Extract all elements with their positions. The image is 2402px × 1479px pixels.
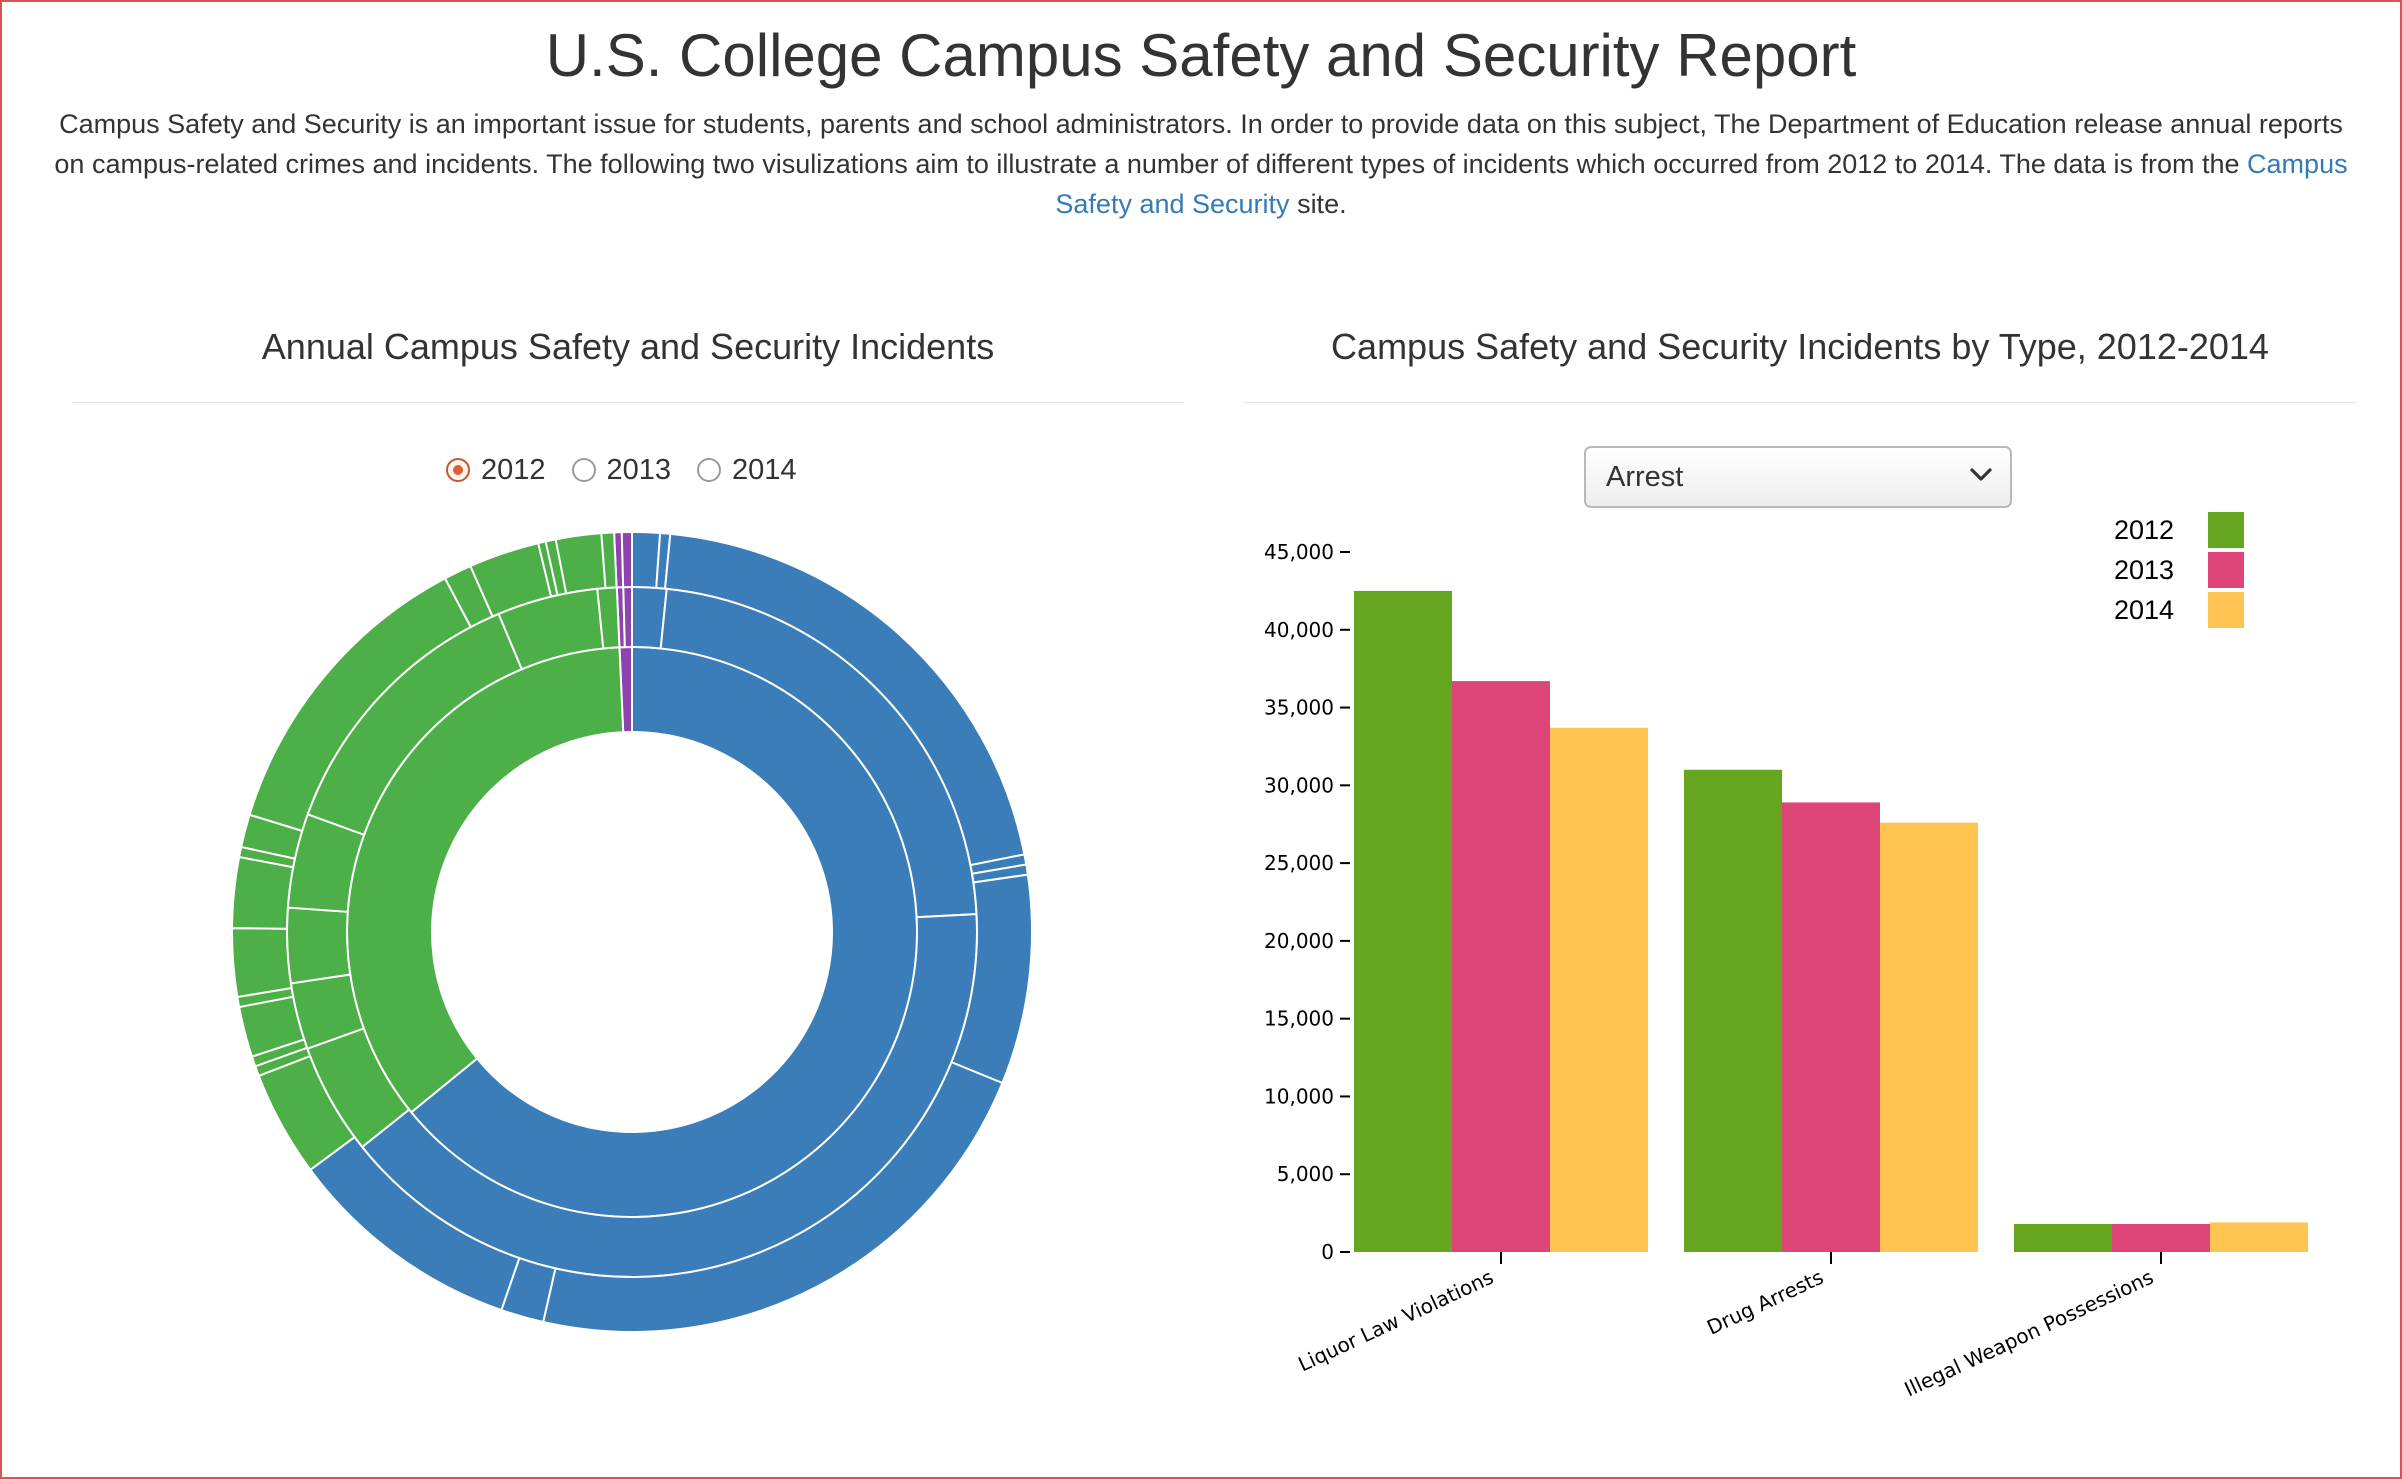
bar-chart-title: Campus Safety and Security Incidents by … [1331,326,2269,367]
intro-text: Campus Safety and Security is an importa… [54,109,2343,179]
incident-type-select-value: Arrest [1606,460,1684,493]
x-tick-label: Drug Arrests [1703,1265,1827,1340]
page-title: U.S. College Campus Safety and Security … [545,22,1857,89]
legend-label: 2014 [2114,594,2175,625]
bar[interactable] [1880,822,1978,1252]
x-tick-label: Illegal Weapon Possessions [1901,1265,2157,1402]
legend-item: 2012 [2114,512,2244,548]
y-tick-label: 15,000 [1264,1007,1334,1031]
bar[interactable] [1354,590,1452,1252]
bar[interactable] [1684,769,1782,1252]
sunburst-segment-middle[interactable] [622,585,633,649]
sunburst-segment-outer[interactable] [231,927,293,999]
y-tick-label: 30,000 [1264,773,1334,797]
year-radio-2013[interactable]: 2013 [571,453,672,487]
year-radio-group: 2012 2013 2014 [446,450,823,490]
sunburst-segment-outer[interactable] [231,855,295,930]
campus-safety-link[interactable]: Campus Safety and Security [1055,149,2348,219]
right-divider [1244,402,2356,403]
y-tick-label: 20,000 [1264,929,1334,953]
y-tick-label: 45,000 [1264,540,1334,564]
bar[interactable] [2210,1222,2308,1252]
bar[interactable] [2112,1224,2210,1252]
year-radio-2014[interactable]: 2014 [697,454,797,487]
legend-swatch [2208,592,2244,628]
sunburst-segment-middle[interactable] [286,906,352,985]
year-radio-label: 2013 [606,453,672,486]
intro-suffix: site. [1297,189,1347,219]
legend-label: 2012 [2114,514,2175,545]
intro-paragraph: Campus Safety and Security is an importa… [48,104,2354,224]
incident-type-select[interactable]: Arrest [1584,446,2012,508]
radio-button-checked-icon[interactable] [446,458,470,482]
year-radio-label: 2014 [732,453,797,486]
sunburst-chart [231,530,1033,1333]
y-axis: 0 5,000 10,000 15,000 20,000 25,000 30,000 35,0… [1264,540,1350,1264]
bar[interactable] [1550,727,1648,1252]
legend-item: 2014 [2114,592,2244,628]
year-radio-2012[interactable]: 2012 [446,454,546,487]
bar[interactable] [1782,802,1880,1252]
y-tick-label: 35,000 [1264,696,1334,720]
radio-button-icon[interactable] [697,458,722,482]
legend-swatch [2208,552,2244,588]
legend-swatch [2208,512,2244,548]
bar[interactable] [1452,681,1550,1252]
y-tick-label: 25,000 [1264,851,1334,875]
sunburst-segment-outer[interactable] [620,530,633,589]
x-tick-label: Liquor Law Violations [1294,1265,1497,1377]
legend-label: 2013 [2114,554,2175,585]
bar[interactable] [2014,1224,2112,1252]
y-tick-label: 10,000 [1264,1084,1334,1108]
year-radio-label: 2012 [481,453,546,486]
y-tick-label: 5,000 [1277,1162,1334,1186]
sunburst-segment-outer[interactable] [600,531,618,590]
legend-item: 2013 [2114,552,2244,588]
left-divider [72,402,1184,403]
chevron-down-icon [1970,468,1992,481]
y-tick-label: 0 [1321,1240,1334,1264]
radio-button-icon[interactable] [571,458,596,482]
sunburst-title: Annual Campus Safety and Security Incide… [261,326,995,367]
bar-chart: 0 5,000 10,000 15,000 20,000 25,000 30,000 35,0… [1264,540,2308,1402]
y-tick-label: 40,000 [1264,618,1334,642]
